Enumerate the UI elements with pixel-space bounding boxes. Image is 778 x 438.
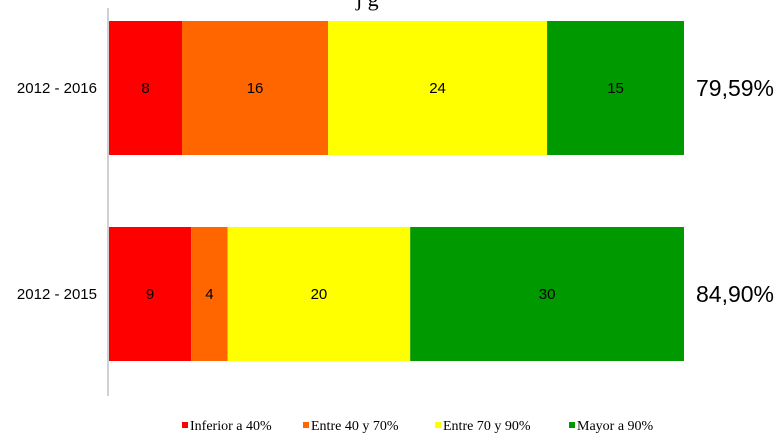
data-label-entre-40-y-70-2012-2016: 16: [247, 80, 264, 97]
data-label-mayor-a-90-2012-2016: 15: [607, 80, 624, 97]
bar-entre-40-y-70-2012-2016: [182, 21, 329, 155]
category-label-2012-2016: 2012 - 2016: [17, 80, 97, 97]
legend-swatch-entre-70-y-90: [435, 422, 441, 428]
cut-off-title: j g: [355, 0, 379, 11]
legend: Inferior a 40% Entre 40 y 70% Entre 70 y 9…: [182, 419, 654, 434]
legend-swatch-entre-40-y-70: [303, 422, 309, 428]
bar-inferior-a-40-2012-2015: [109, 227, 192, 361]
legend-swatch-mayor-a-90: [569, 422, 575, 428]
data-label-entre-40-y-70-2012-2015: 4: [205, 286, 213, 303]
legend-label-inferior-a-40: Inferior a 40%: [190, 419, 272, 434]
bar-inferior-a-40-2012-2016: [109, 21, 183, 155]
legend-label-entre-40-y-70: Entre 40 y 70%: [311, 419, 399, 434]
category-label-2012-2015: 2012 - 2015: [17, 286, 97, 303]
bar-entre-70-y-90-2012-2016: [328, 21, 548, 155]
labels-group: 2012 - 2016 8 16 24 15 79,59% 2012 - 2015 9 4 20 3…: [17, 75, 774, 307]
data-label-inferior-a-40-2012-2016: 8: [141, 80, 149, 97]
data-label-entre-70-y-90-2012-2015: 20: [311, 286, 328, 303]
data-label-inferior-a-40-2012-2015: 9: [146, 286, 154, 303]
total-percent-2012-2016: 79,59%: [696, 75, 774, 101]
data-label-mayor-a-90-2012-2015: 30: [539, 286, 556, 303]
total-percent-2012-2015: 84,90%: [696, 281, 774, 307]
bar-entre-40-y-70-2012-2015: [191, 227, 228, 361]
legend-label-entre-70-y-90: Entre 70 y 90%: [443, 419, 531, 434]
legend-swatch-inferior-a-40: [182, 422, 188, 428]
legend-label-mayor-a-90: Mayor a 90%: [577, 419, 654, 434]
bars-group: [109, 21, 684, 361]
bar-mayor-a-90-2012-2015: [410, 227, 684, 361]
data-label-entre-70-y-90-2012-2016: 24: [429, 80, 446, 97]
bar-entre-70-y-90-2012-2015: [227, 227, 411, 361]
bar-mayor-a-90-2012-2016: [547, 21, 684, 155]
